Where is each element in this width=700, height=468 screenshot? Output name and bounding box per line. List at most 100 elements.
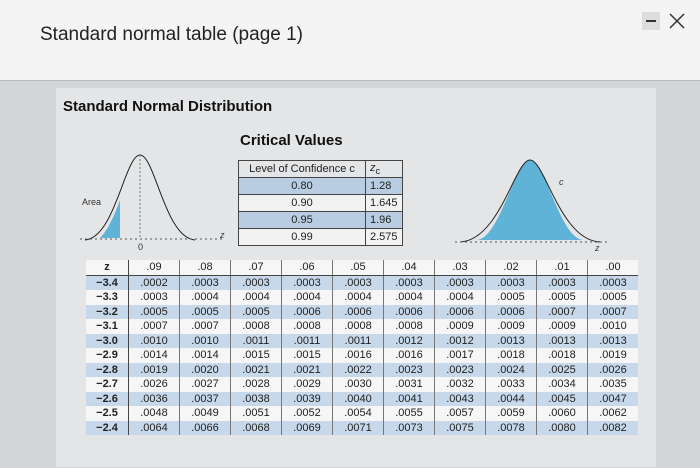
table-cell: .0003 (281, 275, 333, 290)
table-cell: .0034 (536, 377, 588, 392)
table-cell: .0032 (434, 377, 486, 392)
column-header: .00 (587, 260, 638, 276)
table-row: −2.4.0064.0066.0068.0069.0071.0073.0075.… (86, 420, 638, 435)
table-cell: .0003 (128, 290, 180, 305)
table-cell: .0051 (230, 406, 282, 421)
table-row: −2.6.0036.0037.0038.0039.0040.0041.0043.… (86, 391, 638, 406)
table-cell: 0.80 (238, 177, 366, 196)
row-header: −3.3 (86, 290, 129, 305)
z-label: z (594, 243, 600, 253)
table-cell: .0023 (383, 362, 435, 377)
table-cell: .0035 (587, 377, 638, 392)
table-cell: .0003 (332, 275, 384, 290)
shaded-area (477, 160, 583, 240)
table-cell: 1.28 (365, 177, 403, 196)
table-cell: .0049 (179, 406, 231, 421)
table-cell: .0021 (230, 362, 282, 377)
table-cell: .0019 (128, 362, 180, 377)
table-cell: .0023 (434, 362, 486, 377)
table-cell: .0054 (332, 406, 384, 421)
table-row: 0.99 2.575 (238, 228, 403, 247)
row-header: −2.8 (86, 362, 129, 377)
table-cell: .0013 (485, 333, 537, 348)
table-cell: .0003 (485, 275, 537, 290)
table-cell: 2.575 (365, 228, 403, 247)
table-cell: .0080 (536, 420, 588, 435)
table-row: 0.95 1.96 (238, 211, 403, 230)
table-cell: .0071 (332, 420, 384, 435)
column-header: .02 (485, 260, 537, 276)
table-row: −3.2.0005.0005.0005.0006.0006.0006.0006.… (86, 304, 638, 319)
table-cell: .0040 (332, 391, 384, 406)
close-button[interactable] (669, 13, 685, 29)
table-cell: .0013 (536, 333, 588, 348)
window-title: Standard normal table (page 1) (40, 24, 303, 45)
row-header: −2.5 (86, 406, 129, 421)
table-cell: .0044 (485, 391, 537, 406)
column-header: zc (365, 159, 403, 179)
window-controls (642, 12, 685, 30)
table-cell: .0026 (587, 362, 638, 377)
row-header: −3.1 (86, 319, 129, 334)
column-header: .09 (128, 260, 180, 276)
table-cell: .0012 (434, 333, 486, 348)
table-cell: .0011 (332, 333, 384, 348)
column-header: .06 (281, 260, 333, 276)
table-cell: .0060 (536, 406, 588, 421)
table-cell: .0021 (281, 362, 333, 377)
table-cell: 0.99 (238, 228, 366, 247)
row-header: −3.2 (86, 304, 129, 319)
table-row: −2.9.0014.0014.0015.0015.0016.0016.0017.… (86, 348, 638, 363)
table-cell: .0078 (485, 420, 537, 435)
column-header: .08 (179, 260, 231, 276)
table-cell: .0005 (230, 304, 282, 319)
table-row: −3.3.0003.0004.0004.0004.0004.0004.0004.… (86, 290, 638, 305)
table-cell: 1.96 (365, 211, 403, 230)
table-cell: .0028 (230, 377, 282, 392)
table-cell: .0041 (383, 391, 435, 406)
table-cell: .0005 (128, 304, 180, 319)
table-cell: .0017 (434, 348, 486, 363)
table-cell: .0019 (587, 348, 638, 363)
table-cell: .0003 (383, 275, 435, 290)
table-cell: .0037 (179, 391, 231, 406)
table-cell: .0010 (587, 319, 638, 334)
table-cell: .0062 (587, 406, 638, 421)
table-cell: .0003 (230, 275, 282, 290)
table-cell: .0039 (281, 391, 333, 406)
table-cell: 0.90 (238, 194, 366, 213)
table-cell: .0018 (536, 348, 588, 363)
table-row: 0.80 1.28 (238, 177, 403, 196)
table-cell: .0068 (230, 420, 282, 435)
table-cell: .0057 (434, 406, 486, 421)
row-header: −3.4 (86, 275, 129, 290)
right-figure: c z (455, 159, 610, 253)
table-cell: .0012 (383, 333, 435, 348)
column-header: .01 (536, 260, 588, 276)
zero-label: 0 (138, 242, 143, 252)
table-row: −2.8.0019.0020.0021.0021.0022.0023.0023.… (86, 362, 638, 377)
table-cell: .0006 (281, 304, 333, 319)
table-cell: .0016 (383, 348, 435, 363)
column-header: .05 (332, 260, 384, 276)
table-cell: .0014 (179, 348, 231, 363)
table-cell: .0016 (332, 348, 384, 363)
table-cell: .0013 (587, 333, 638, 348)
table-cell: .0004 (332, 290, 384, 305)
table-cell: .0005 (179, 304, 231, 319)
table-cell: .0009 (485, 319, 537, 334)
table-cell: .0006 (485, 304, 537, 319)
table-cell: .0007 (179, 319, 231, 334)
critical-values-title: Critical Values (240, 132, 343, 149)
shaded-area (100, 200, 120, 238)
table-cell: .0066 (179, 420, 231, 435)
table-cell: .0048 (128, 406, 180, 421)
table-row: −2.7.0026.0027.0028.0029.0030.0031.0032.… (86, 377, 638, 392)
z-table: z .09.08.07.06.05.04.03.02.01.00 −3.4.0002… (86, 260, 638, 435)
table-cell: .0004 (281, 290, 333, 305)
table-cell: .0004 (179, 290, 231, 305)
table-cell: .0020 (179, 362, 231, 377)
table-cell: .0002 (128, 275, 180, 290)
table-cell: .0005 (485, 290, 537, 305)
